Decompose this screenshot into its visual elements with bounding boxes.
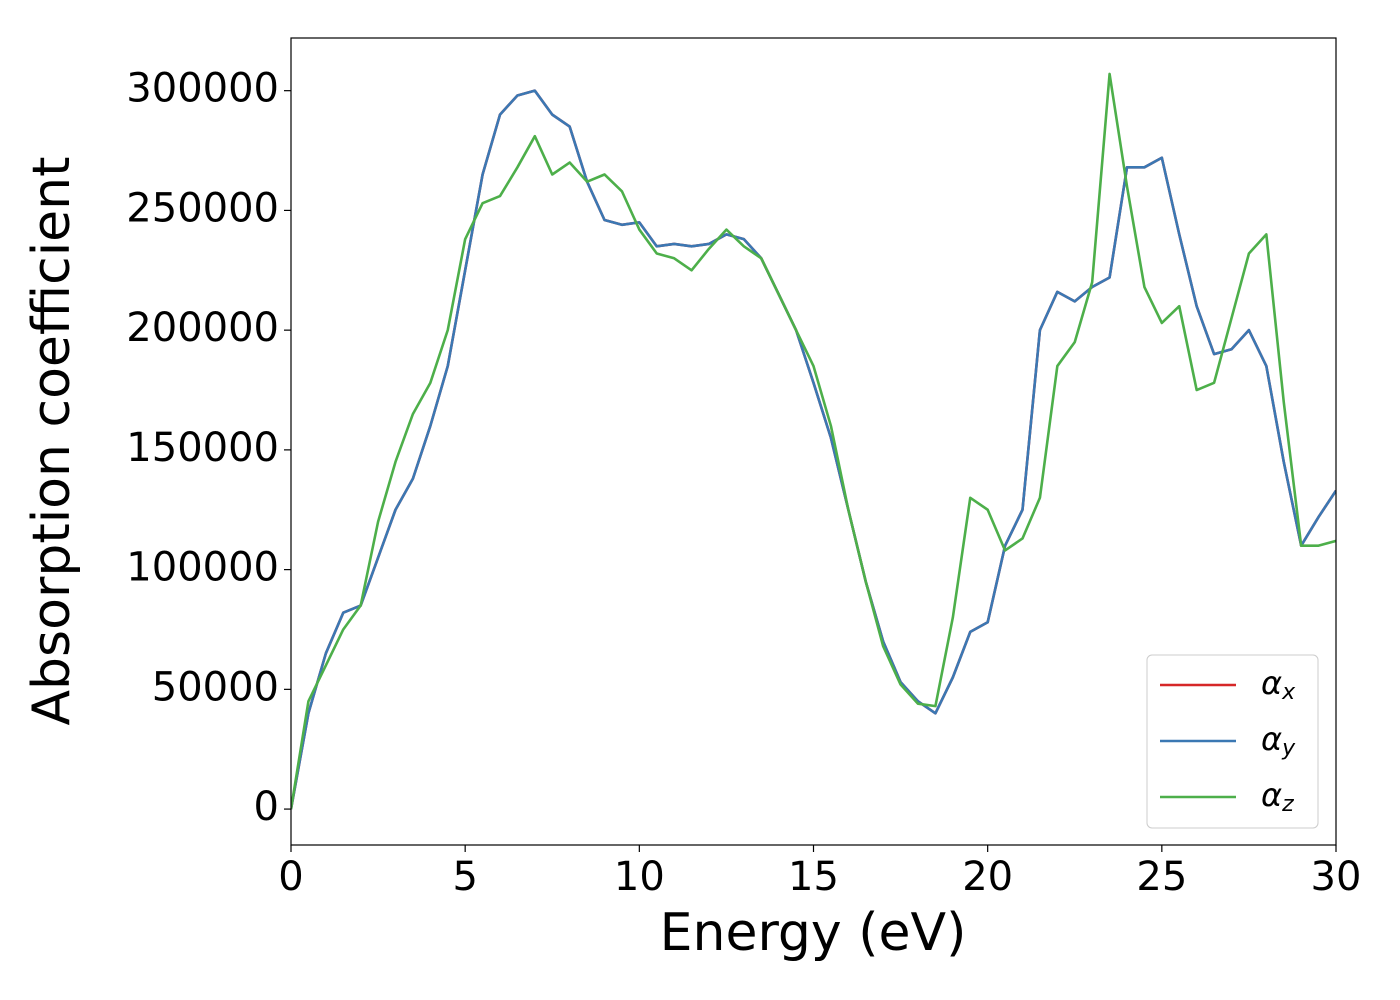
y-tick-label: 200000 (126, 305, 279, 351)
x-tick-label: 30 (1311, 854, 1362, 900)
x-tick-label: 20 (962, 854, 1013, 900)
legend-label: αy (1261, 720, 1296, 761)
y-tick-label: 300000 (126, 66, 279, 112)
x-tick-label: 5 (452, 854, 477, 900)
x-tick-label: 25 (1136, 854, 1187, 900)
y-tick-label: 100000 (126, 545, 279, 591)
y-tick-label: 250000 (126, 185, 279, 231)
x-axis-label: Energy (eV) (660, 903, 967, 963)
plot-frame (290, 37, 1337, 846)
y-tick-label: 150000 (126, 425, 279, 471)
x-tick-label: 15 (788, 854, 839, 900)
y-tick-label: 0 (254, 784, 279, 830)
x-tick-label: 0 (278, 854, 303, 900)
series-line (291, 72, 1336, 810)
legend-label: αz (1261, 776, 1294, 817)
y-tick-label: 50000 (152, 664, 279, 710)
legend-label: αx (1261, 664, 1296, 705)
x-tick-label: 10 (614, 854, 665, 900)
series-line (291, 89, 1336, 810)
y-axis-label: Absorption coefficient (22, 156, 82, 725)
